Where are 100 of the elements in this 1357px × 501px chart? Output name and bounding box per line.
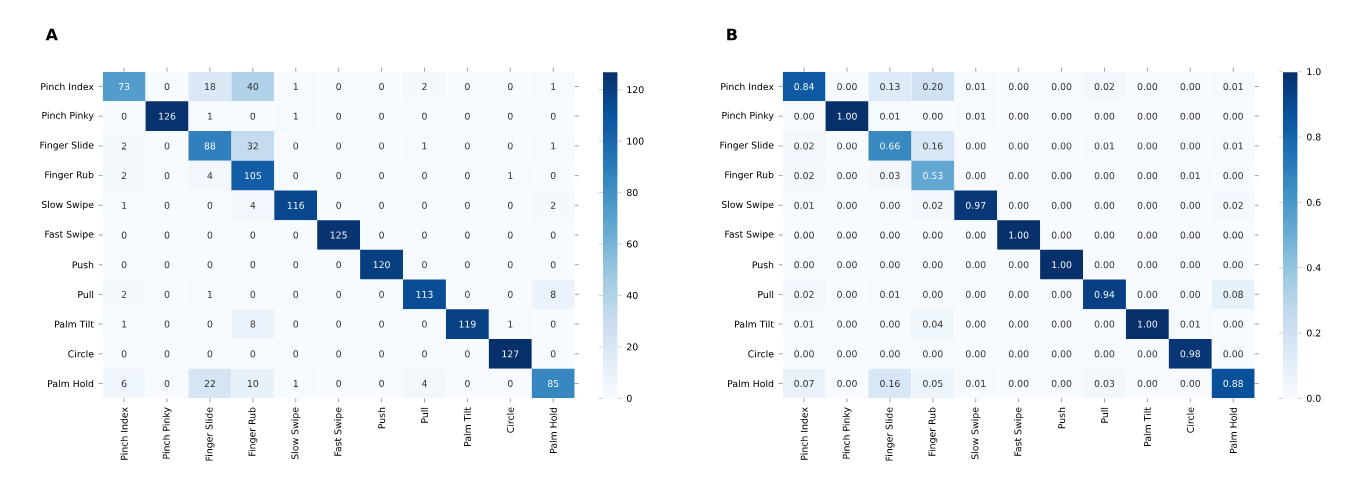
data-label: 0 — [336, 201, 342, 209]
data-label: 0.00 — [923, 290, 943, 298]
data-label: 0.00 — [1051, 142, 1072, 150]
y-tick-label: Finger Slide — [40, 141, 94, 151]
color-bar-label: 0.4 — [1306, 264, 1321, 272]
data-label: 0.97 — [965, 201, 986, 209]
data-label: 0 — [550, 172, 556, 180]
data-label: 0.00 — [1223, 350, 1243, 358]
data-label: 0 — [293, 172, 299, 180]
data-label: 0.00 — [1094, 350, 1115, 358]
data-label: 0.00 — [1137, 142, 1158, 150]
y-tick-label: Push — [72, 261, 94, 269]
data-label: 0.98 — [1180, 350, 1201, 358]
data-label: 0 — [250, 350, 256, 358]
data-label: 1 — [208, 291, 213, 298]
data-label: 8 — [250, 320, 256, 328]
data-label: 2 — [121, 142, 127, 150]
x-tick-label: Finger Rub — [248, 407, 258, 456]
data-label: 0 — [507, 231, 513, 239]
data-label: 1 — [508, 320, 513, 328]
data-label: 0.53 — [923, 172, 943, 180]
data-label: 0.01 — [965, 82, 986, 91]
data-label: 0 — [336, 112, 342, 120]
data-label: 0.00 — [1094, 201, 1115, 209]
data-label: 2 — [422, 83, 427, 90]
data-label: 0.01 — [1223, 142, 1243, 150]
data-label: 1 — [551, 142, 556, 150]
color-bar-label: 1.0 — [1307, 68, 1321, 76]
data-label: 0 — [336, 320, 342, 328]
data-label: 1.00 — [837, 112, 857, 120]
data-label: 0.00 — [1223, 112, 1243, 120]
data-label: 0.00 — [1180, 290, 1201, 298]
data-label: 0.02 — [794, 142, 814, 150]
data-label: 0.01 — [1094, 142, 1115, 150]
data-label: 0.07 — [794, 379, 814, 388]
data-label: 0.00 — [1180, 142, 1201, 150]
data-label: 0.01 — [1180, 172, 1200, 180]
data-label: 0 — [336, 350, 342, 358]
data-label: 0.00 — [1008, 172, 1029, 180]
data-label: 1 — [122, 320, 127, 328]
data-label: 0.00 — [1051, 82, 1072, 91]
data-label: 0.00 — [1223, 172, 1243, 180]
data-label: 6 — [121, 379, 127, 388]
y-tick-label: Palm Hold — [48, 379, 94, 388]
data-label: 40 — [247, 82, 259, 91]
data-label: 0.00 — [1051, 112, 1072, 120]
data-label: 0 — [250, 112, 256, 120]
data-label: 0.00 — [1094, 172, 1115, 180]
data-label: 0 — [293, 350, 299, 358]
data-label: 0.00 — [1094, 261, 1115, 269]
data-label: 0.04 — [923, 320, 943, 328]
x-tick-label: Pull — [420, 407, 429, 423]
data-label: 0.00 — [965, 172, 986, 180]
data-label: 0.00 — [1051, 231, 1072, 239]
data-label: 0.00 — [1223, 320, 1243, 328]
data-label: 0.02 — [923, 201, 943, 209]
y-tick-label: Circle — [68, 350, 94, 358]
data-label: 0.01 — [965, 379, 986, 388]
data-label: 0 — [379, 231, 384, 239]
data-label: 0 — [293, 261, 299, 269]
data-label: 0 — [207, 350, 213, 358]
data-label: 0.00 — [923, 261, 943, 269]
data-label: 0 — [507, 112, 513, 120]
data-label: 0.00 — [1094, 112, 1115, 120]
data-label: 10 — [247, 379, 259, 388]
color-bar-label: 20 — [627, 343, 638, 351]
data-label: 0.00 — [965, 350, 986, 358]
data-label: 0.00 — [1137, 290, 1158, 298]
data-label: 0 — [550, 231, 556, 239]
data-label: 0.00 — [1137, 112, 1158, 120]
data-label: 0 — [293, 231, 299, 239]
y-tick-label: Finger Slide — [720, 141, 774, 151]
y-tick-label: Palm Hold — [728, 379, 774, 388]
x-tick-label: Palm Hold — [549, 407, 557, 453]
x-tick-label: Finger Rub — [928, 407, 938, 456]
data-label: 0.00 — [1051, 320, 1072, 328]
data-label: 0.00 — [923, 350, 943, 358]
data-label: 0.00 — [1137, 261, 1158, 269]
data-label: 0.00 — [1137, 379, 1158, 388]
data-label: 0.00 — [1137, 231, 1158, 239]
data-label: 0 — [250, 231, 256, 239]
data-label: 0.66 — [880, 142, 900, 150]
data-label: 0.00 — [965, 290, 986, 298]
data-label: 0 — [164, 172, 170, 180]
data-label: 0.03 — [1094, 379, 1115, 388]
data-label: 0.00 — [1180, 112, 1201, 120]
data-label: 0.00 — [880, 320, 900, 328]
data-label: 0 — [121, 261, 127, 269]
data-label: 0 — [550, 350, 556, 358]
y-tick-label: Finger Rub — [725, 171, 774, 181]
data-label: 0 — [422, 112, 427, 120]
data-label: 4 — [421, 380, 427, 387]
data-label: 0 — [293, 320, 299, 328]
data-label: 0.00 — [794, 231, 814, 239]
x-tick-label: Finger Slide — [205, 407, 215, 461]
data-label: 0.02 — [1223, 201, 1243, 209]
data-label: 0.03 — [880, 172, 900, 180]
data-label: 0 — [121, 350, 127, 358]
data-label: 0 — [336, 172, 342, 180]
data-label: 1 — [508, 172, 513, 180]
